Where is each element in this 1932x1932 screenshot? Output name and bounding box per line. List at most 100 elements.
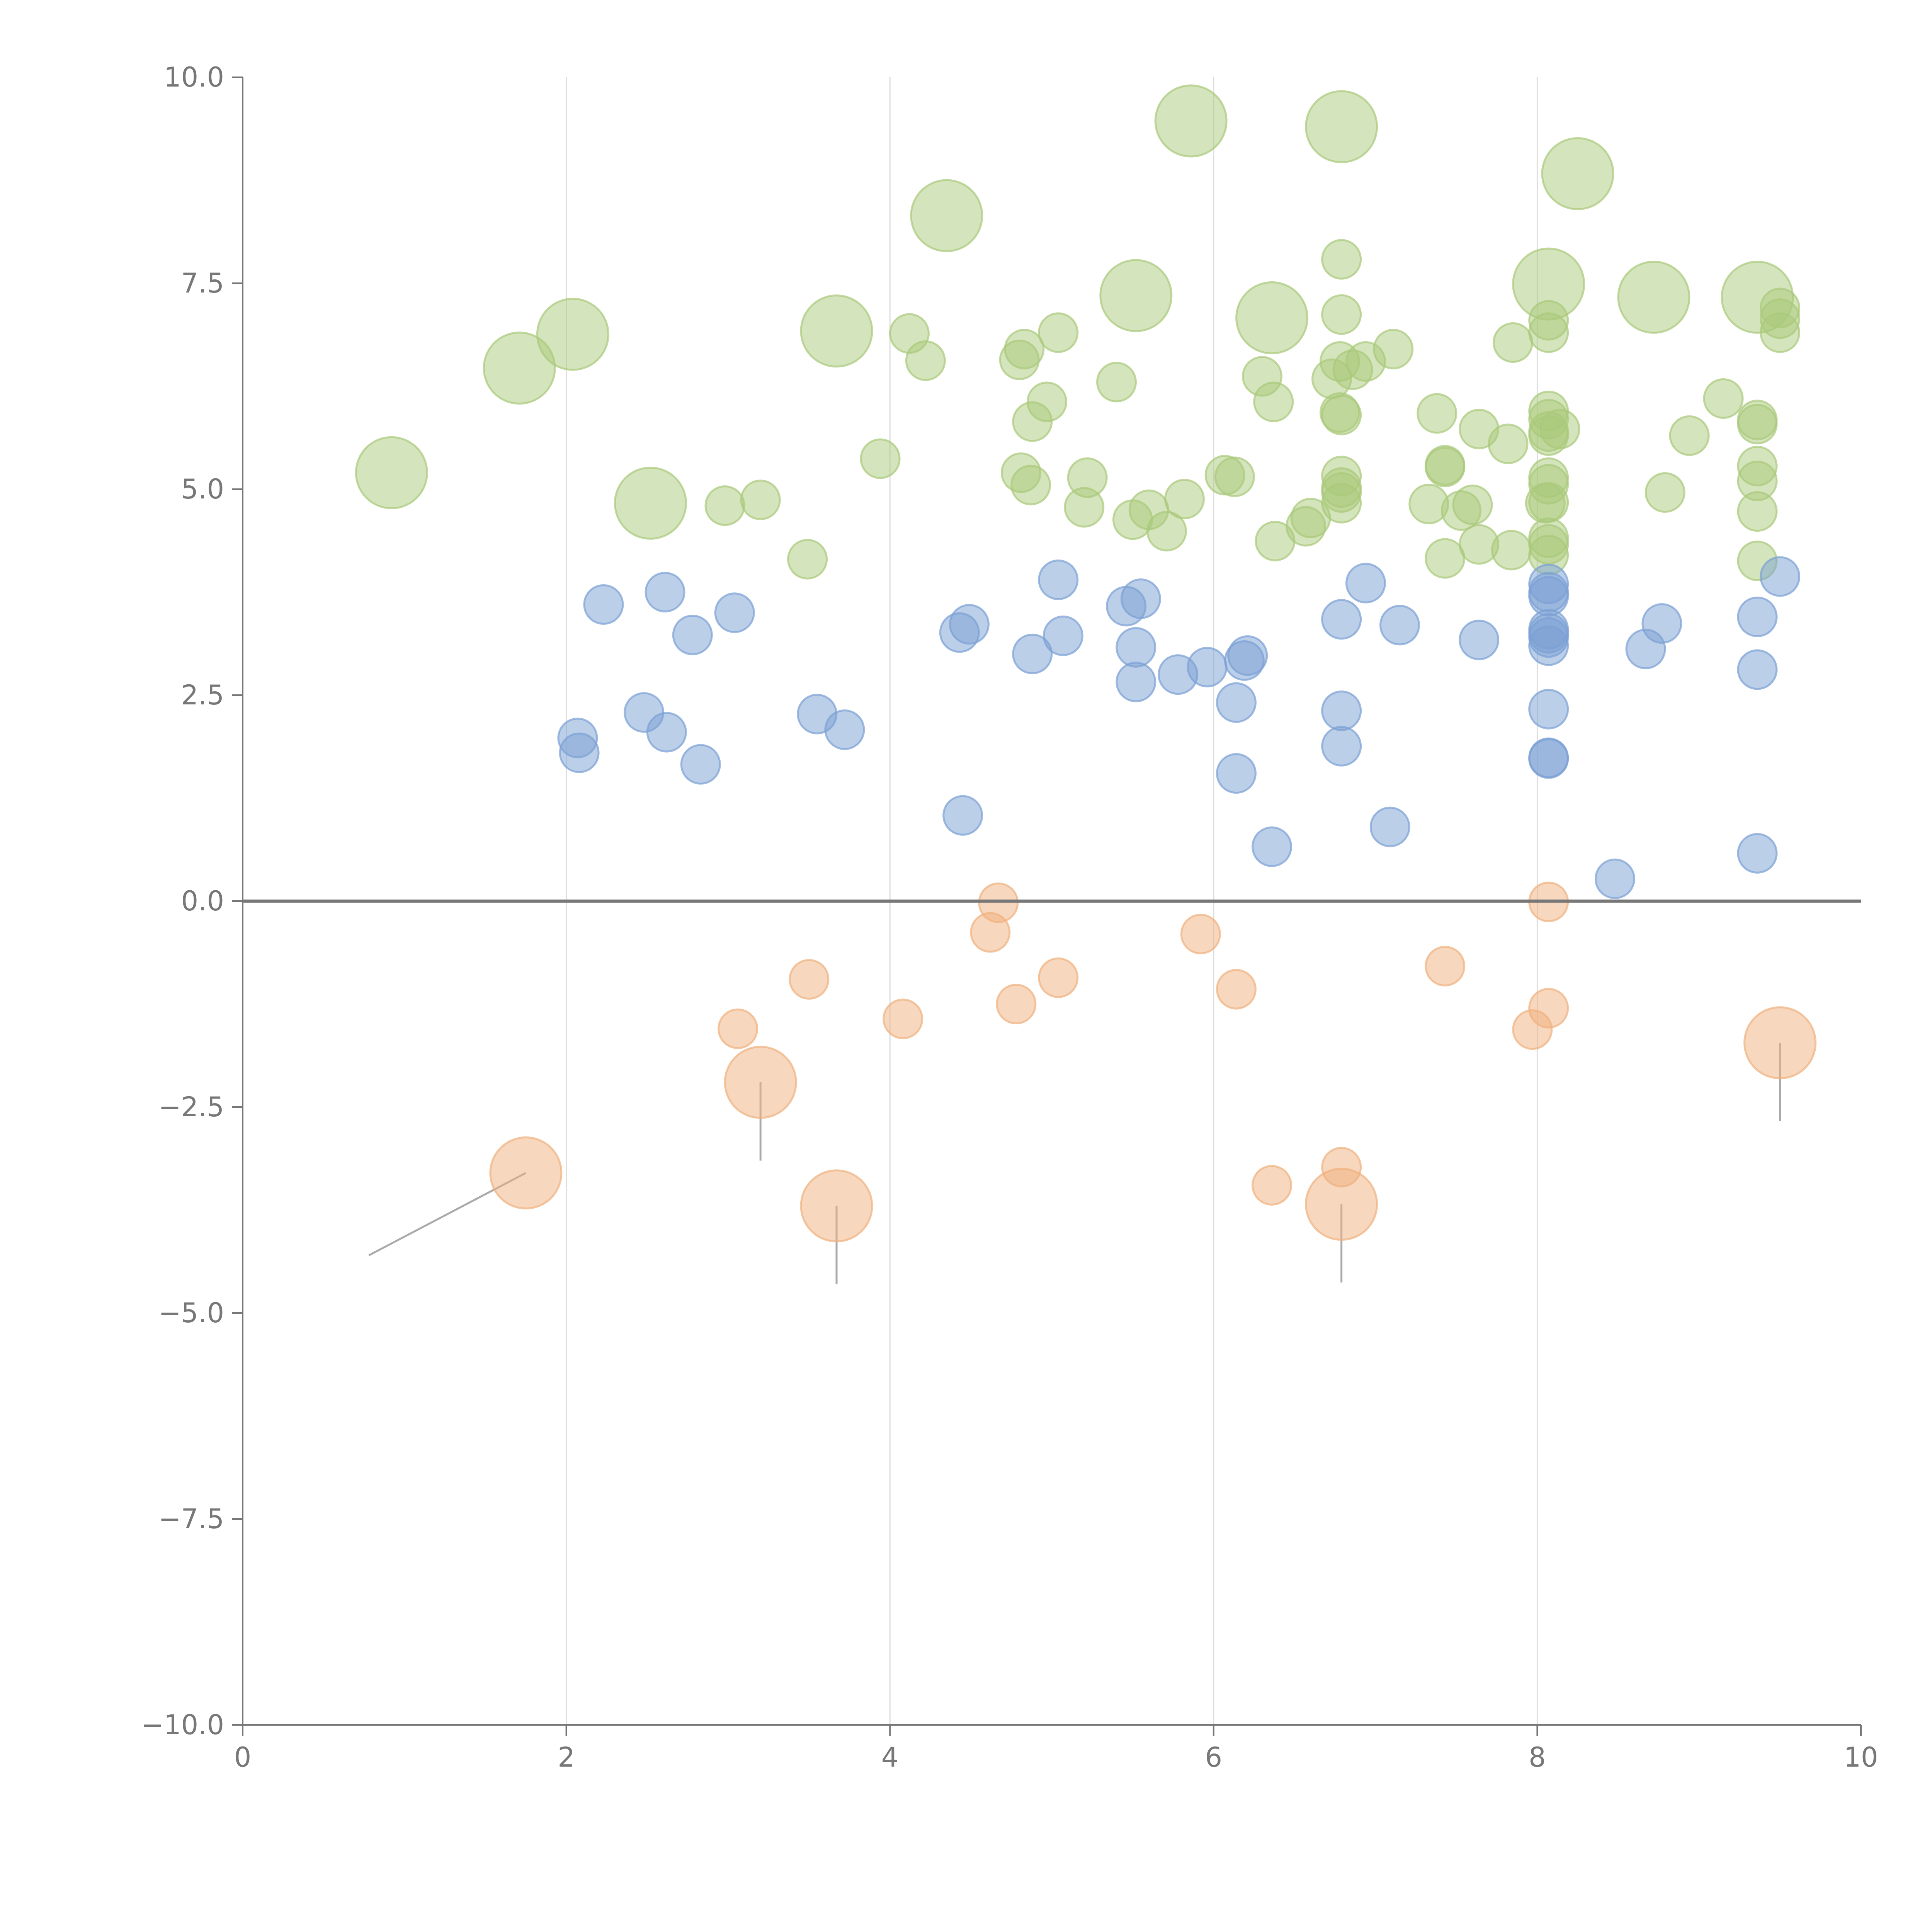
bubble-high-81 xyxy=(1669,415,1710,456)
bubble-high-32 xyxy=(1146,511,1187,552)
bubble-mid-30 xyxy=(1321,726,1362,767)
bubble-low-7 xyxy=(883,998,923,1039)
bubble-high-28 xyxy=(1067,457,1108,498)
y-tick-label: 5.0 xyxy=(181,473,224,505)
bubble-low-0 xyxy=(489,1136,563,1210)
bubble-high-64 xyxy=(1491,530,1532,571)
bubble-high-16 xyxy=(787,539,828,580)
bubble-high-43 xyxy=(1321,395,1362,435)
bubble-high-55 xyxy=(1417,393,1458,434)
bubble-low-15 xyxy=(1321,1147,1362,1188)
bubble-mid-1 xyxy=(559,732,600,773)
bubble-high-57 xyxy=(1425,446,1466,487)
bubble-mid-13 xyxy=(942,795,983,836)
bubble-mid-50 xyxy=(1737,833,1778,874)
bubble-high-23 xyxy=(1010,464,1051,505)
bubble-high-2 xyxy=(536,298,609,371)
bubble-high-19 xyxy=(905,340,946,381)
y-tick-label: −7.5 xyxy=(158,1503,224,1535)
bubble-mid-51 xyxy=(1760,556,1801,597)
bubble-mid-27 xyxy=(1252,826,1293,867)
bubble-high-12 xyxy=(1617,260,1690,334)
y-tick-label: 2.5 xyxy=(181,679,224,711)
bubble-high-0 xyxy=(355,436,428,509)
bubble-high-68 xyxy=(1528,312,1569,353)
bubble-high-17 xyxy=(860,438,901,479)
bubble-low-1 xyxy=(724,1046,797,1119)
y-tick-label: −2.5 xyxy=(158,1091,224,1123)
bubble-high-26 xyxy=(1038,312,1079,353)
bubble-mid-45 xyxy=(1594,858,1635,899)
bubble-mid-16 xyxy=(1043,615,1083,656)
bubble-mid-20 xyxy=(1120,578,1161,619)
bubble-high-91 xyxy=(1760,312,1801,353)
y-tick-label: 0.0 xyxy=(181,885,224,917)
bubble-mid-48 xyxy=(1737,596,1778,637)
bubble-low-6 xyxy=(789,959,830,1000)
bubble-high-29 xyxy=(1096,362,1137,403)
bubble-high-84 xyxy=(1737,404,1778,445)
bubble-mid-22 xyxy=(1187,647,1228,688)
bubble-mid-8 xyxy=(714,592,755,633)
bubble-low-16 xyxy=(1425,946,1466,986)
x-tick-label: 6 xyxy=(1205,1742,1223,1773)
bubble-low-9 xyxy=(978,882,1019,923)
annotation-lines xyxy=(368,1043,1781,1284)
bubble-low-10 xyxy=(996,984,1037,1024)
bubble-high-7 xyxy=(1154,84,1228,158)
bubble-high-9 xyxy=(1305,90,1378,163)
bubble-mid-24 xyxy=(1216,753,1257,794)
bubble-low-14 xyxy=(1252,1165,1293,1206)
bubble-mid-19 xyxy=(1116,662,1156,702)
bubble-mid-42 xyxy=(1528,689,1569,730)
bubble-mid-47 xyxy=(1641,603,1682,644)
bubble-mid-15 xyxy=(1038,560,1079,600)
bubble-high-6 xyxy=(1099,259,1173,332)
bubble-mid-28 xyxy=(1321,599,1362,640)
y-tick-label: −5.0 xyxy=(158,1297,224,1329)
bubble-mid-49 xyxy=(1737,649,1778,690)
x-tick-label: 10 xyxy=(1844,1742,1878,1773)
bubbles-layer xyxy=(355,84,1817,1243)
bubble-low-2 xyxy=(800,1169,873,1243)
bubble-high-75 xyxy=(1528,482,1569,523)
x-tick-label: 0 xyxy=(234,1742,252,1773)
bubble-high-35 xyxy=(1214,456,1255,497)
bubble-high-50 xyxy=(1321,483,1362,524)
bubble-high-33 xyxy=(1164,479,1205,520)
bubble-high-5 xyxy=(910,179,983,252)
bubble-mid-6 xyxy=(672,614,713,655)
bubble-mid-5 xyxy=(646,712,687,753)
bubble-mid-7 xyxy=(680,744,721,785)
bubble-mid-44 xyxy=(1528,738,1569,779)
y-tick-label: 10.0 xyxy=(164,61,224,93)
bubble-high-65 xyxy=(1493,322,1534,363)
bubble-high-25 xyxy=(1026,381,1067,422)
bubble-mid-14 xyxy=(1012,633,1053,674)
bubble-mid-2 xyxy=(583,584,624,625)
bubble-low-13 xyxy=(1216,969,1257,1010)
bubble-mid-41 xyxy=(1528,625,1569,666)
bubble-high-11 xyxy=(1541,137,1614,210)
bubble-mid-18 xyxy=(1116,627,1156,668)
bubble-mid-31 xyxy=(1345,563,1386,604)
bubble-high-21 xyxy=(1004,329,1045,370)
bubble-high-53 xyxy=(1373,329,1414,370)
bubble-high-87 xyxy=(1737,491,1778,532)
bubble-high-4 xyxy=(800,294,873,368)
bubble-high-58 xyxy=(1425,538,1466,579)
y-tick-label: −10.0 xyxy=(141,1709,224,1741)
bubble-high-15 xyxy=(740,480,781,520)
bubble-low-5 xyxy=(718,1008,759,1049)
bubble-high-60 xyxy=(1452,485,1493,526)
bubble-mid-34 xyxy=(1459,619,1500,660)
y-tick-label: 7.5 xyxy=(181,267,224,299)
bubble-low-18 xyxy=(1528,988,1569,1029)
bubble-high-80 xyxy=(1645,472,1685,513)
bubble-high-79 xyxy=(1539,408,1580,449)
bubble-high-14 xyxy=(704,485,745,526)
bubble-low-12 xyxy=(1180,913,1221,954)
bubble-mid-33 xyxy=(1379,605,1420,646)
